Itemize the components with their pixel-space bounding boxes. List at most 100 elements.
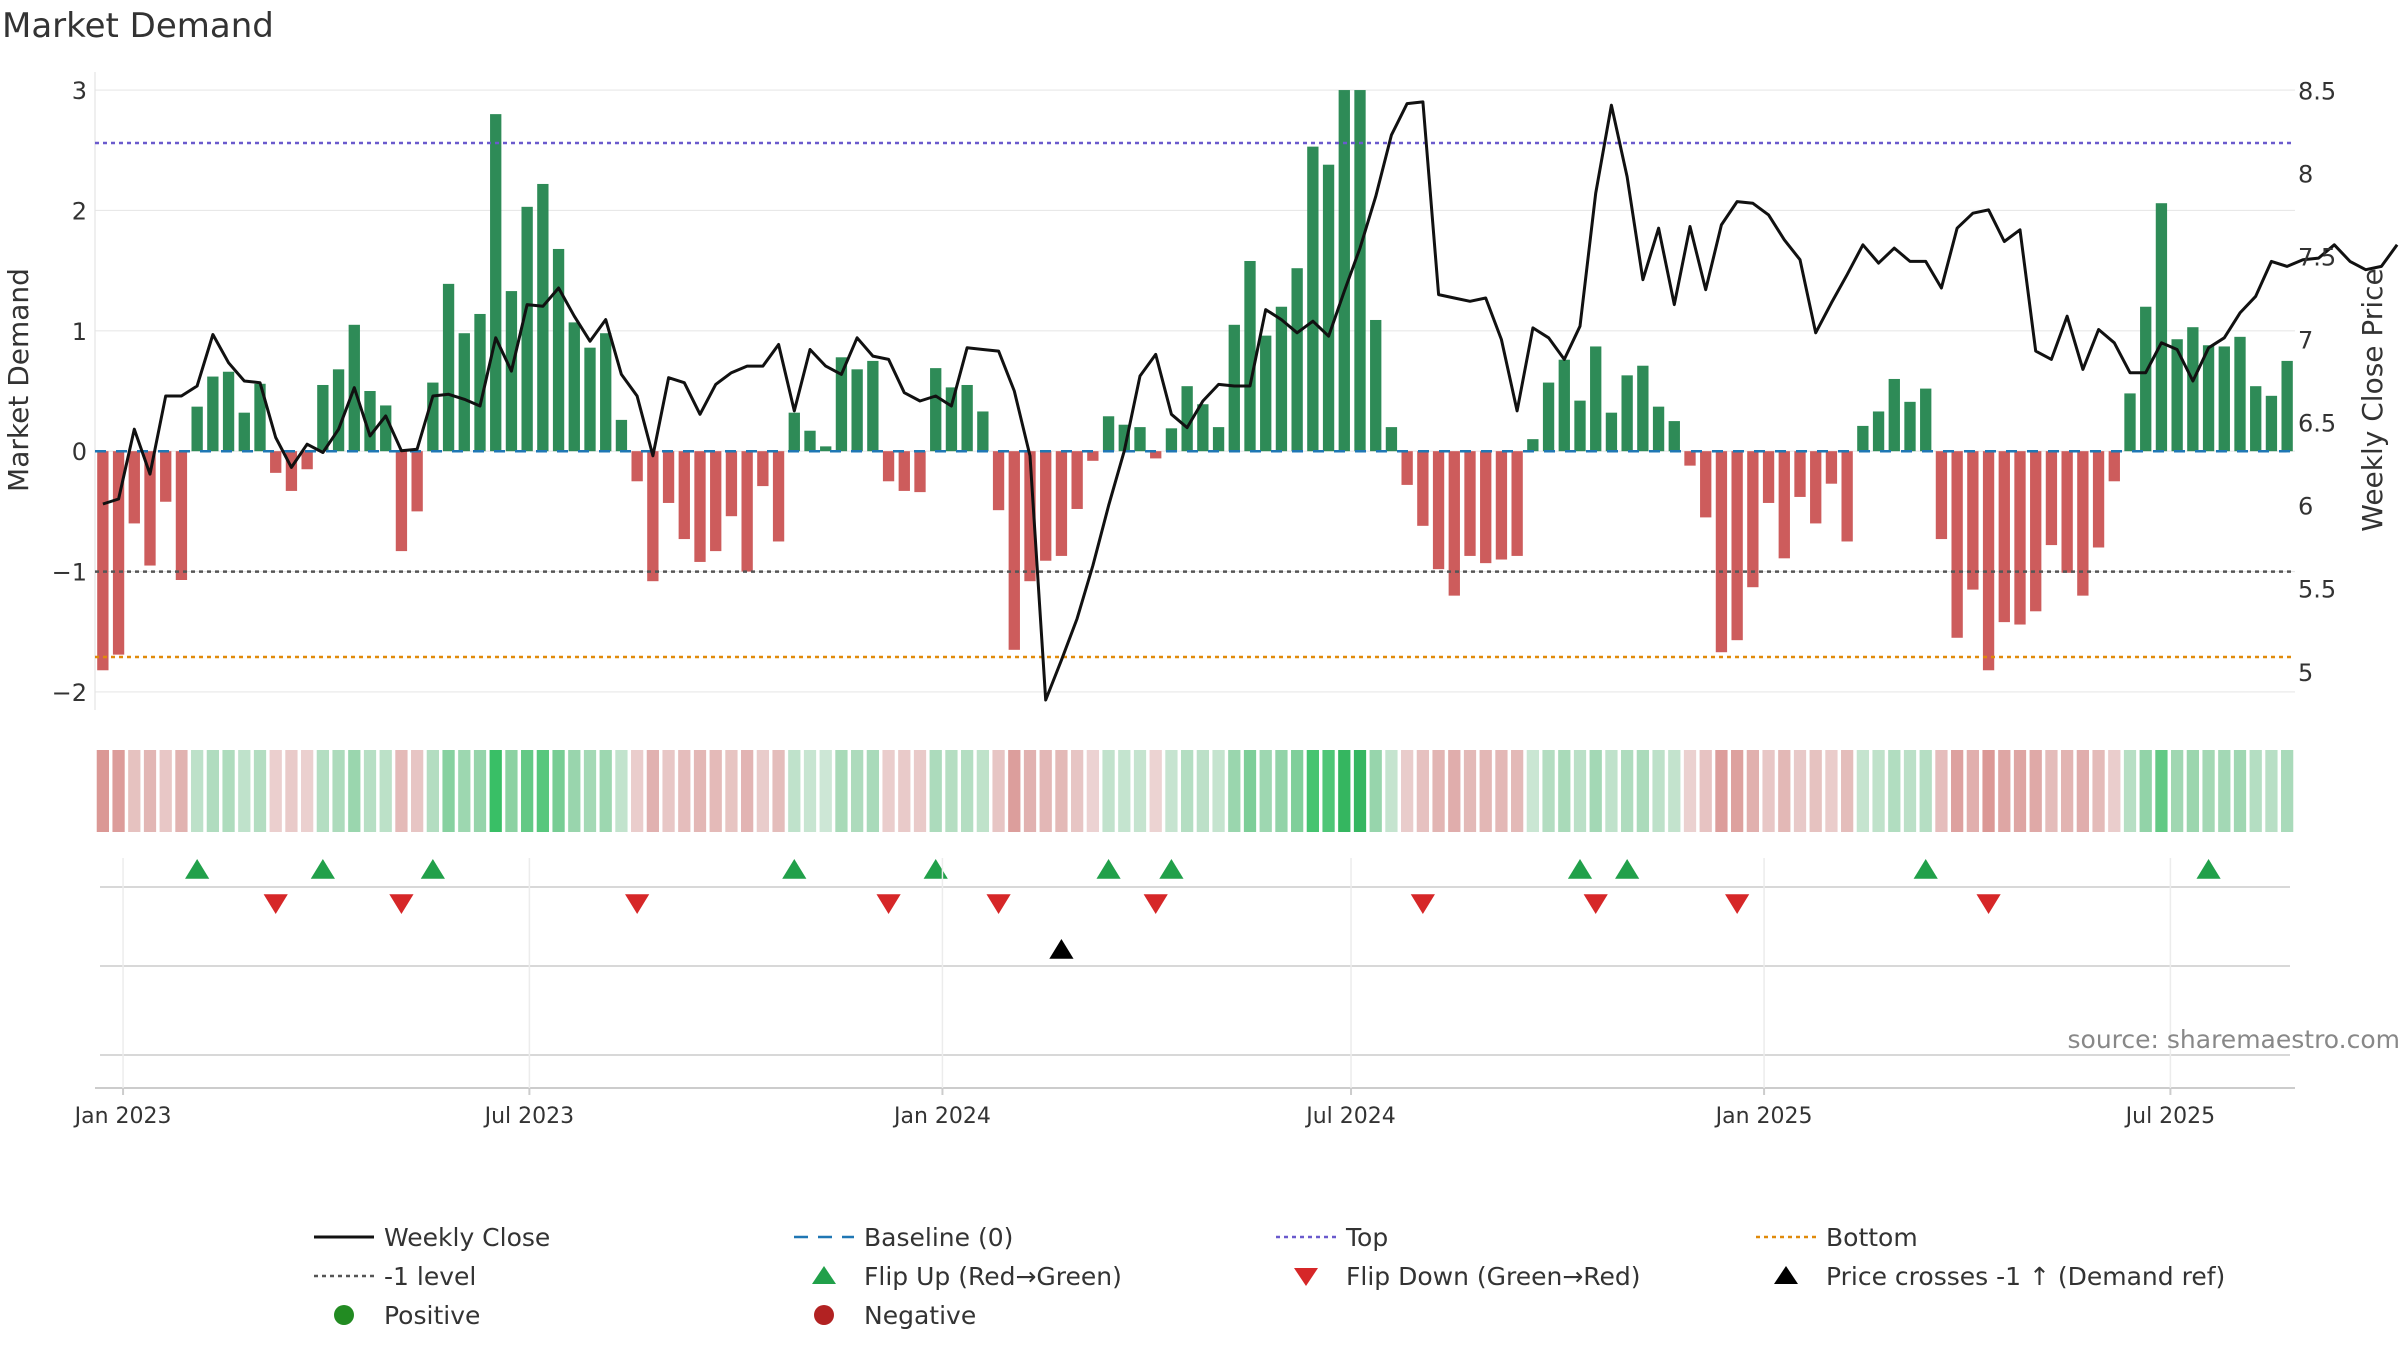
price-cross-marker xyxy=(1049,939,1074,959)
demand-bar xyxy=(1307,146,1319,452)
legend-label: Bottom xyxy=(1826,1223,1918,1252)
demand-bar xyxy=(977,411,989,452)
demand-bar xyxy=(285,451,298,491)
demand-bar xyxy=(442,283,455,452)
x-tick-label: Jul 2024 xyxy=(1304,1104,1396,1129)
demand-bar xyxy=(490,114,502,452)
demand-bar xyxy=(1448,451,1460,596)
strip-cell xyxy=(929,750,942,832)
strip-cell xyxy=(1573,750,1587,832)
legend-triangle-up xyxy=(1774,1266,1798,1284)
strip-cell xyxy=(1463,750,1477,832)
strip-cell xyxy=(1165,750,1178,832)
flip-up-marker xyxy=(185,859,210,879)
strip-cell xyxy=(1228,750,1241,832)
demand-bar xyxy=(1888,378,1900,452)
demand-bar xyxy=(882,451,895,482)
demand-bar xyxy=(222,371,235,452)
demand-bar xyxy=(2250,386,2262,452)
legend-label: Flip Down (Green→Red) xyxy=(1346,1262,1641,1291)
legend-label: Top xyxy=(1345,1223,1388,1252)
strip-cell xyxy=(222,750,235,832)
signal-markers xyxy=(100,859,2290,1056)
legend-triangle-up xyxy=(812,1266,836,1284)
strip-cell xyxy=(2139,750,2152,832)
x-tick-label: Jan 2025 xyxy=(1714,1104,1813,1129)
strip-cell xyxy=(1841,750,1854,832)
flip-down-marker xyxy=(263,894,288,914)
strip-cell xyxy=(2171,750,2184,832)
flip-up-marker xyxy=(2196,859,2221,879)
legend-circle xyxy=(334,1305,354,1325)
demand-bar xyxy=(191,406,203,452)
flip-up-marker xyxy=(1615,859,1640,879)
demand-bar xyxy=(851,369,863,452)
x-tick-label: Jul 2025 xyxy=(2124,1104,2216,1129)
demand-bar xyxy=(1810,451,1822,524)
demand-bar xyxy=(1087,451,1099,461)
demand-bar xyxy=(1495,451,1508,560)
demand-bar xyxy=(1322,164,1335,452)
strip-cell xyxy=(1558,750,1571,832)
demand-bar xyxy=(1024,451,1036,582)
strip-cell xyxy=(2155,750,2168,832)
strip-cell xyxy=(756,750,769,832)
strip-cell xyxy=(1448,750,1461,832)
strip-cell xyxy=(1825,750,1838,832)
demand-bar xyxy=(1228,324,1240,452)
demand-bar xyxy=(1982,451,1995,671)
demand-bar xyxy=(1165,428,1178,452)
demand-bar xyxy=(411,451,423,512)
strip-cell xyxy=(1306,750,1319,832)
demand-bar xyxy=(97,451,109,671)
strip-cell xyxy=(1699,750,1712,832)
flip-up-marker xyxy=(1159,859,1184,879)
strip-cell xyxy=(2233,750,2247,832)
strip-cell xyxy=(1023,750,1037,832)
strip-cell xyxy=(1102,750,1115,832)
y2-axis-label: Weekly Close Price xyxy=(2356,268,2389,531)
demand-bar xyxy=(804,430,816,452)
flip-up-marker xyxy=(310,859,335,879)
strip-cell xyxy=(2123,750,2137,832)
demand-bar xyxy=(584,347,596,452)
demand-bar xyxy=(1747,451,1759,588)
y-tick-label: 2 xyxy=(72,197,87,225)
strip-cell xyxy=(175,750,188,832)
demand-bars xyxy=(97,90,2293,671)
strip-cell xyxy=(2092,750,2105,832)
flip-down-marker xyxy=(876,894,901,914)
demand-bar xyxy=(254,383,266,452)
grid-lines xyxy=(94,72,2295,710)
strip-cell xyxy=(411,750,424,832)
strip-cell xyxy=(489,750,502,832)
flip-down-marker xyxy=(1725,894,1750,914)
flip-up-marker xyxy=(1913,859,1938,879)
demand-bar xyxy=(1872,411,1885,452)
demand-bar xyxy=(1574,400,1586,452)
legend-triangle-down xyxy=(1294,1268,1318,1286)
y-axis-ticks: −2 −1 0 1 2 3 xyxy=(52,77,87,707)
strip-cell xyxy=(1683,750,1697,832)
demand-bar xyxy=(647,451,659,582)
y2-tick-label: 7 xyxy=(2298,326,2313,354)
strip-cell xyxy=(945,750,958,832)
strip-cell xyxy=(269,750,282,832)
strip-cell xyxy=(1196,750,1209,832)
demand-bar xyxy=(1527,439,1539,452)
strip-cell xyxy=(238,750,251,832)
demand-bar xyxy=(2187,327,2199,452)
strip-cell xyxy=(505,750,518,832)
y2-tick-label: 5 xyxy=(2298,659,2313,687)
demand-bar xyxy=(1385,427,1398,452)
strip-cell xyxy=(1008,750,1021,832)
strip-cell xyxy=(1511,750,1524,832)
y-tick-label: 1 xyxy=(72,318,87,346)
demand-bar xyxy=(945,387,958,452)
strip-cell xyxy=(1856,750,1869,832)
demand-bar xyxy=(2014,451,2026,625)
demand-bar xyxy=(1244,260,1256,452)
strip-cell xyxy=(2281,750,2294,832)
demand-bar xyxy=(2155,203,2168,452)
